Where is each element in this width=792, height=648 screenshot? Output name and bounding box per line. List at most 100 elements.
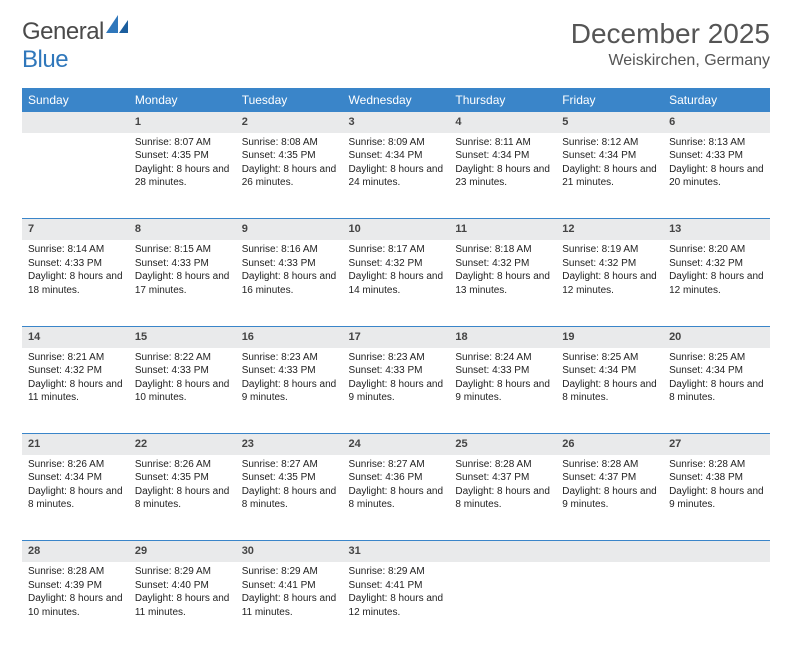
day-number: 8	[129, 219, 236, 240]
sunset-line: Sunset: 4:33 PM	[28, 257, 123, 271]
day-number: 16	[236, 326, 343, 347]
day-number: 27	[663, 434, 770, 455]
daylight-line: Daylight: 8 hours and 21 minutes.	[562, 163, 657, 190]
daylight-line: Daylight: 8 hours and 9 minutes.	[562, 485, 657, 512]
day-cell: Sunrise: 8:19 AMSunset: 4:32 PMDaylight:…	[556, 240, 663, 326]
sunset-line: Sunset: 4:34 PM	[28, 471, 123, 485]
week-daynum-row: 14151617181920	[22, 326, 770, 347]
sunrise-line: Sunrise: 8:27 AM	[242, 458, 337, 472]
daylight-line: Daylight: 8 hours and 11 minutes.	[28, 378, 123, 405]
week-daynum-row: 28293031	[22, 541, 770, 562]
day-number: 30	[236, 541, 343, 562]
daylight-line: Daylight: 8 hours and 9 minutes.	[669, 485, 764, 512]
daylight-line: Daylight: 8 hours and 9 minutes.	[455, 378, 550, 405]
sunrise-line: Sunrise: 8:26 AM	[28, 458, 123, 472]
daylight-line: Daylight: 8 hours and 9 minutes.	[349, 378, 444, 405]
sunrise-line: Sunrise: 8:12 AM	[562, 136, 657, 150]
sunrise-line: Sunrise: 8:16 AM	[242, 243, 337, 257]
day-number: 4	[449, 112, 556, 133]
week-body-row: Sunrise: 8:14 AMSunset: 4:33 PMDaylight:…	[22, 240, 770, 326]
day-number: 22	[129, 434, 236, 455]
sunset-line: Sunset: 4:33 PM	[242, 257, 337, 271]
day-cell: Sunrise: 8:14 AMSunset: 4:33 PMDaylight:…	[22, 240, 129, 326]
daylight-line: Daylight: 8 hours and 8 minutes.	[28, 485, 123, 512]
day-cell	[449, 562, 556, 648]
week-body-row: Sunrise: 8:28 AMSunset: 4:39 PMDaylight:…	[22, 562, 770, 648]
day-cell: Sunrise: 8:16 AMSunset: 4:33 PMDaylight:…	[236, 240, 343, 326]
sunrise-line: Sunrise: 8:25 AM	[562, 351, 657, 365]
logo: GeneralBlue	[22, 18, 130, 74]
day-header: Wednesday	[343, 88, 450, 112]
day-cell: Sunrise: 8:26 AMSunset: 4:35 PMDaylight:…	[129, 455, 236, 541]
logo-sail-icon	[104, 14, 130, 41]
calendar-table: SundayMondayTuesdayWednesdayThursdayFrid…	[22, 88, 770, 648]
day-header: Monday	[129, 88, 236, 112]
day-cell: Sunrise: 8:27 AMSunset: 4:35 PMDaylight:…	[236, 455, 343, 541]
sunrise-line: Sunrise: 8:28 AM	[562, 458, 657, 472]
sunset-line: Sunset: 4:34 PM	[455, 149, 550, 163]
day-number: 31	[343, 541, 450, 562]
sunset-line: Sunset: 4:33 PM	[242, 364, 337, 378]
daylight-line: Daylight: 8 hours and 20 minutes.	[669, 163, 764, 190]
day-number: 1	[129, 112, 236, 133]
day-cell: Sunrise: 8:27 AMSunset: 4:36 PMDaylight:…	[343, 455, 450, 541]
daylight-line: Daylight: 8 hours and 8 minutes.	[242, 485, 337, 512]
day-cell: Sunrise: 8:28 AMSunset: 4:39 PMDaylight:…	[22, 562, 129, 648]
day-cell: Sunrise: 8:23 AMSunset: 4:33 PMDaylight:…	[343, 348, 450, 434]
daylight-line: Daylight: 8 hours and 13 minutes.	[455, 270, 550, 297]
logo-word2: Blue	[22, 46, 68, 73]
sunrise-line: Sunrise: 8:28 AM	[28, 565, 123, 579]
sunset-line: Sunset: 4:34 PM	[562, 149, 657, 163]
daylight-line: Daylight: 8 hours and 8 minutes.	[135, 485, 230, 512]
daylight-line: Daylight: 8 hours and 8 minutes.	[562, 378, 657, 405]
sunset-line: Sunset: 4:39 PM	[28, 579, 123, 593]
day-number: 26	[556, 434, 663, 455]
sunset-line: Sunset: 4:32 PM	[562, 257, 657, 271]
daylight-line: Daylight: 8 hours and 12 minutes.	[669, 270, 764, 297]
daylight-line: Daylight: 8 hours and 23 minutes.	[455, 163, 550, 190]
sunrise-line: Sunrise: 8:26 AM	[135, 458, 230, 472]
day-cell: Sunrise: 8:17 AMSunset: 4:32 PMDaylight:…	[343, 240, 450, 326]
sunset-line: Sunset: 4:33 PM	[135, 257, 230, 271]
sunset-line: Sunset: 4:40 PM	[135, 579, 230, 593]
sunrise-line: Sunrise: 8:08 AM	[242, 136, 337, 150]
week-daynum-row: 78910111213	[22, 219, 770, 240]
week-body-row: Sunrise: 8:26 AMSunset: 4:34 PMDaylight:…	[22, 455, 770, 541]
sunrise-line: Sunrise: 8:17 AM	[349, 243, 444, 257]
daylight-line: Daylight: 8 hours and 26 minutes.	[242, 163, 337, 190]
sunrise-line: Sunrise: 8:18 AM	[455, 243, 550, 257]
day-number	[22, 112, 129, 133]
day-number: 10	[343, 219, 450, 240]
day-number: 14	[22, 326, 129, 347]
day-cell: Sunrise: 8:09 AMSunset: 4:34 PMDaylight:…	[343, 133, 450, 219]
day-number: 15	[129, 326, 236, 347]
day-number	[663, 541, 770, 562]
day-cell: Sunrise: 8:07 AMSunset: 4:35 PMDaylight:…	[129, 133, 236, 219]
day-cell: Sunrise: 8:23 AMSunset: 4:33 PMDaylight:…	[236, 348, 343, 434]
sunrise-line: Sunrise: 8:29 AM	[242, 565, 337, 579]
sunset-line: Sunset: 4:37 PM	[455, 471, 550, 485]
day-number: 9	[236, 219, 343, 240]
sunset-line: Sunset: 4:35 PM	[242, 471, 337, 485]
daylight-line: Daylight: 8 hours and 11 minutes.	[242, 592, 337, 619]
sunrise-line: Sunrise: 8:09 AM	[349, 136, 444, 150]
daylight-line: Daylight: 8 hours and 10 minutes.	[28, 592, 123, 619]
sunset-line: Sunset: 4:33 PM	[669, 149, 764, 163]
sunset-line: Sunset: 4:36 PM	[349, 471, 444, 485]
week-body-row: Sunrise: 8:21 AMSunset: 4:32 PMDaylight:…	[22, 348, 770, 434]
sunrise-line: Sunrise: 8:11 AM	[455, 136, 550, 150]
sunrise-line: Sunrise: 8:29 AM	[349, 565, 444, 579]
day-number: 18	[449, 326, 556, 347]
sunset-line: Sunset: 4:35 PM	[242, 149, 337, 163]
day-cell: Sunrise: 8:25 AMSunset: 4:34 PMDaylight:…	[663, 348, 770, 434]
day-cell: Sunrise: 8:28 AMSunset: 4:38 PMDaylight:…	[663, 455, 770, 541]
day-number: 5	[556, 112, 663, 133]
day-cell: Sunrise: 8:12 AMSunset: 4:34 PMDaylight:…	[556, 133, 663, 219]
daylight-line: Daylight: 8 hours and 28 minutes.	[135, 163, 230, 190]
day-number: 20	[663, 326, 770, 347]
sunset-line: Sunset: 4:34 PM	[562, 364, 657, 378]
day-cell: Sunrise: 8:28 AMSunset: 4:37 PMDaylight:…	[449, 455, 556, 541]
day-number: 2	[236, 112, 343, 133]
day-cell: Sunrise: 8:26 AMSunset: 4:34 PMDaylight:…	[22, 455, 129, 541]
daylight-line: Daylight: 8 hours and 8 minutes.	[669, 378, 764, 405]
